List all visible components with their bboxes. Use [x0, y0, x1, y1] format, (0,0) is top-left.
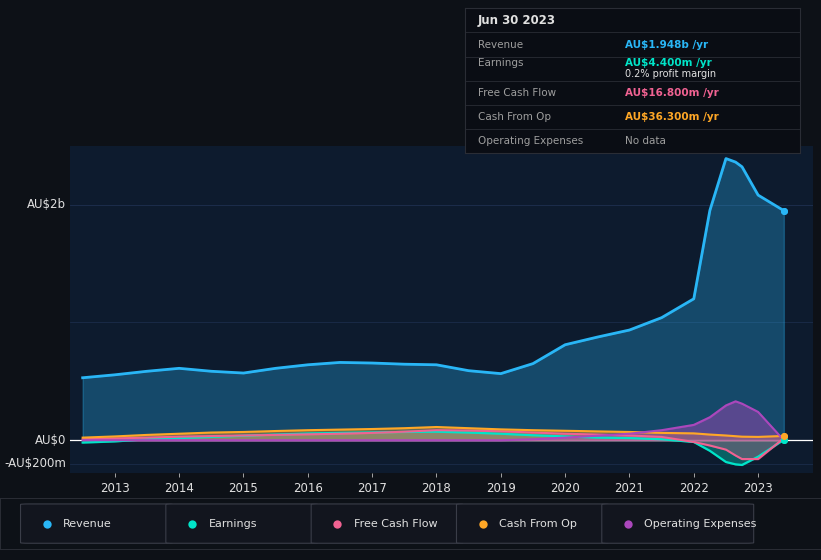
Text: Revenue: Revenue — [478, 40, 523, 49]
FancyBboxPatch shape — [21, 504, 172, 543]
Text: AU$36.300m /yr: AU$36.300m /yr — [626, 112, 719, 122]
Text: Operating Expenses: Operating Expenses — [644, 519, 757, 529]
Text: AU$16.800m /yr: AU$16.800m /yr — [626, 88, 719, 97]
Text: Earnings: Earnings — [209, 519, 257, 529]
Text: -AU$200m: -AU$200m — [4, 458, 66, 470]
Text: Cash From Op: Cash From Op — [478, 112, 551, 122]
Text: Free Cash Flow: Free Cash Flow — [478, 88, 556, 97]
Text: AU$0: AU$0 — [34, 433, 66, 447]
Text: AU$1.948b /yr: AU$1.948b /yr — [626, 40, 709, 49]
Text: Free Cash Flow: Free Cash Flow — [354, 519, 438, 529]
Text: Operating Expenses: Operating Expenses — [478, 136, 584, 146]
Text: Cash From Op: Cash From Op — [499, 519, 577, 529]
FancyBboxPatch shape — [602, 504, 754, 543]
Text: AU$4.400m /yr: AU$4.400m /yr — [626, 58, 713, 68]
Text: 0.2% profit margin: 0.2% profit margin — [626, 69, 717, 79]
Text: Jun 30 2023: Jun 30 2023 — [478, 14, 556, 27]
FancyBboxPatch shape — [166, 504, 318, 543]
Text: No data: No data — [626, 136, 667, 146]
Text: AU$2b: AU$2b — [27, 198, 66, 211]
FancyBboxPatch shape — [311, 504, 463, 543]
Text: Earnings: Earnings — [478, 58, 524, 68]
FancyBboxPatch shape — [456, 504, 608, 543]
Text: Revenue: Revenue — [63, 519, 112, 529]
